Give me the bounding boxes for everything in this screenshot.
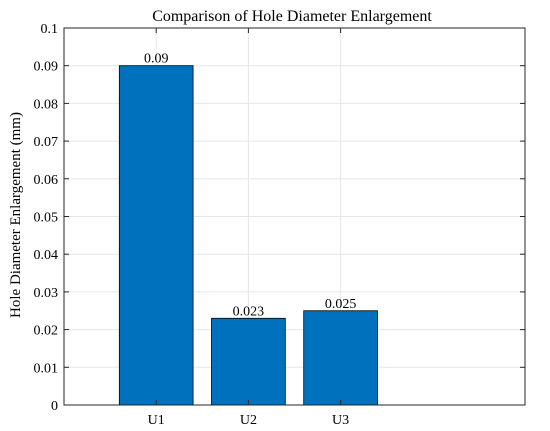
y-tick-label: 0.04	[34, 248, 59, 263]
axes	[63, 27, 526, 406]
chart-title: Comparison of Hole Diameter Enlargement	[152, 8, 432, 25]
y-tick-label: 0.05	[34, 211, 59, 226]
y-tick-label: 0.06	[34, 173, 59, 188]
bar-u1	[118, 65, 194, 406]
y-tick-label: 0.09	[34, 60, 59, 75]
x-tick-label: U3	[332, 413, 349, 428]
y-tick-label: 0.07	[34, 135, 59, 150]
bar-u2	[211, 317, 286, 406]
x-tick-label: U1	[148, 413, 165, 428]
data-labels: 0.09 0.023 0.025	[144, 52, 356, 320]
bar-u3	[303, 310, 378, 406]
y-tick-label: 0	[51, 399, 58, 414]
y-tick-label: 0.02	[34, 324, 59, 339]
y-tick-label: 0.1	[41, 22, 59, 37]
y-tick-label: 0.01	[34, 361, 59, 376]
y-tick-label: 0.03	[34, 286, 59, 301]
y-axis-label: Hole Diameter Enlargement (mm)	[8, 112, 24, 318]
data-label: 0.025	[325, 297, 357, 312]
bars	[118, 65, 378, 406]
y-tick-label: 0.08	[34, 97, 59, 112]
data-label: 0.09	[144, 52, 169, 67]
tick-labels: 0 0.01 0.02 0.03 0.04 0.05 0.06 0.07 0.08 0.09 0.1…	[34, 22, 350, 428]
x-tick-label: U2	[240, 413, 257, 428]
data-label: 0.023	[233, 304, 265, 319]
